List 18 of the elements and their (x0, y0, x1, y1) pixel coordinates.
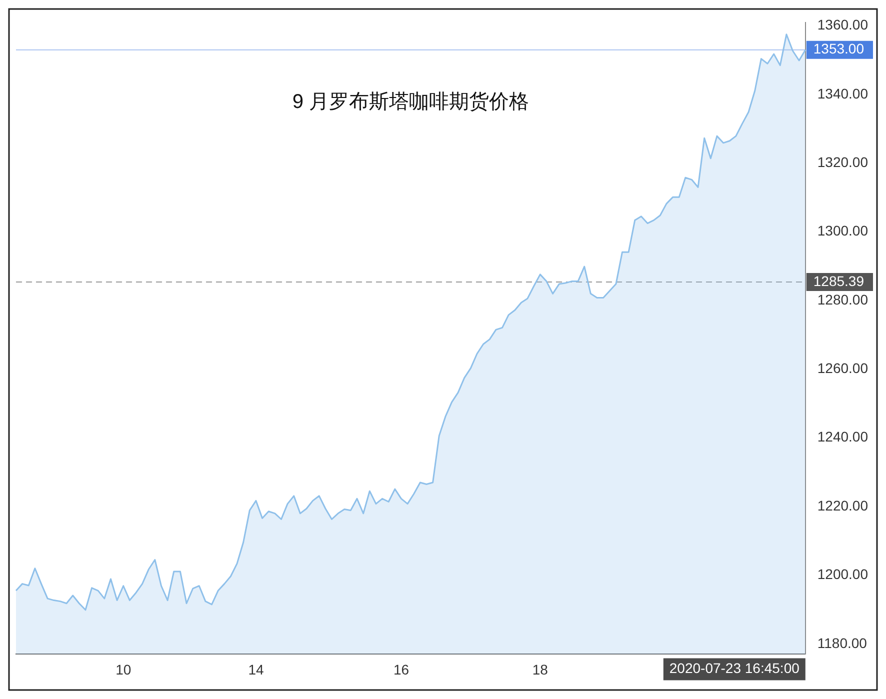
text: 9 月罗布斯塔咖啡期货价格 (292, 90, 530, 113)
y-tick-label: 1280.00 (817, 291, 868, 308)
y-tick-label: 1180.00 (817, 634, 868, 651)
ref-line-label: 1353.00 (813, 40, 864, 57)
ref-line-label: 1285.39 (813, 272, 864, 289)
x-tick-label: 16 (393, 661, 410, 678)
y-tick-label: 1260.00 (817, 360, 868, 376)
y-tick-label: 1200.00 (817, 566, 868, 582)
y-tick-label: 1320.00 (817, 154, 868, 170)
text: 2020-07-23 16:45:00 (669, 660, 800, 676)
y-tick-label: 1240.00 (817, 428, 868, 445)
y-tick-label: 1220.00 (817, 497, 868, 514)
y-tick-label: 1340.00 (817, 85, 868, 102)
x-tick-label: 14 (248, 661, 264, 678)
y-tick-label: 1360.00 (817, 16, 868, 33)
y-tick-label: 1300.00 (817, 222, 868, 239)
x-tick-label: 10 (116, 661, 132, 678)
x-tick-label: 18 (532, 661, 548, 678)
